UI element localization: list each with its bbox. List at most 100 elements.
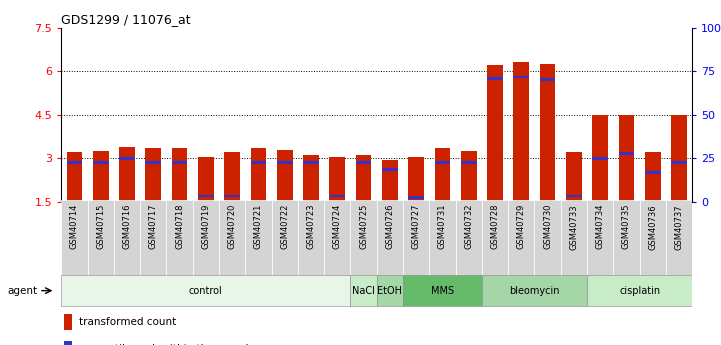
Text: MMS: MMS	[431, 286, 454, 296]
Bar	[540, 64, 555, 202]
Text: cisplatin: cisplatin	[619, 286, 660, 296]
Bar	[456, 200, 482, 276]
Bar	[324, 200, 350, 276]
Bar	[193, 200, 219, 276]
Text: GSM40722: GSM40722	[280, 204, 289, 249]
Bar	[350, 200, 376, 276]
Text: GSM40719: GSM40719	[201, 204, 211, 249]
Text: GSM40725: GSM40725	[359, 204, 368, 249]
Bar	[119, 147, 135, 202]
Bar	[251, 148, 266, 202]
Bar	[513, 62, 529, 202]
Text: bleomycin: bleomycin	[509, 286, 559, 296]
Text: GSM40735: GSM40735	[622, 204, 631, 249]
Bar	[461, 161, 477, 164]
Bar	[482, 275, 587, 306]
Text: GSM40721: GSM40721	[254, 204, 263, 249]
Bar	[355, 155, 371, 202]
Bar	[487, 77, 503, 80]
Text: GSM40714: GSM40714	[70, 204, 79, 249]
Bar	[429, 200, 456, 276]
Bar	[382, 160, 398, 202]
Text: GSM40734: GSM40734	[596, 204, 605, 249]
Bar	[619, 152, 634, 155]
Bar	[666, 200, 692, 276]
Bar	[487, 65, 503, 202]
Bar	[219, 200, 245, 276]
Bar	[119, 157, 135, 160]
Bar	[87, 200, 114, 276]
Text: GSM40737: GSM40737	[675, 204, 684, 249]
Bar	[64, 314, 72, 330]
Text: GSM40718: GSM40718	[175, 204, 184, 249]
Bar	[61, 200, 87, 276]
Bar	[277, 150, 293, 202]
Bar	[587, 275, 692, 306]
Bar	[224, 152, 240, 202]
Text: GSM40716: GSM40716	[123, 204, 131, 249]
Bar	[277, 161, 293, 164]
Bar	[146, 161, 162, 164]
Bar	[592, 157, 608, 160]
Bar	[245, 200, 272, 276]
Bar	[376, 275, 403, 306]
Text: GSM40730: GSM40730	[543, 204, 552, 249]
Text: GSM40731: GSM40731	[438, 204, 447, 249]
Bar	[198, 157, 213, 202]
Bar	[566, 152, 582, 202]
Bar	[66, 152, 82, 202]
Bar	[461, 151, 477, 202]
Bar	[93, 151, 109, 202]
Bar	[64, 341, 72, 345]
Bar	[508, 200, 534, 276]
Bar	[329, 195, 345, 197]
Text: control: control	[189, 286, 223, 296]
Bar	[619, 115, 634, 202]
Text: agent: agent	[7, 286, 37, 296]
Bar	[435, 161, 451, 164]
Bar	[167, 200, 193, 276]
Bar	[403, 200, 429, 276]
Text: transformed count: transformed count	[79, 317, 176, 327]
Bar	[408, 157, 424, 202]
Bar	[146, 148, 162, 202]
Bar	[534, 200, 561, 276]
Text: percentile rank within the sample: percentile rank within the sample	[79, 344, 255, 345]
Bar	[172, 148, 187, 202]
Bar	[482, 200, 508, 276]
Bar	[93, 161, 109, 164]
Text: GSM40726: GSM40726	[385, 204, 394, 249]
Bar	[614, 200, 640, 276]
Text: GSM40723: GSM40723	[306, 204, 316, 249]
Bar	[561, 200, 587, 276]
Bar	[114, 200, 140, 276]
Bar	[303, 161, 319, 164]
Bar	[140, 200, 167, 276]
Bar	[172, 161, 187, 164]
Bar	[540, 78, 555, 81]
Text: NaCl: NaCl	[352, 286, 375, 296]
Bar	[671, 115, 687, 202]
Bar	[198, 195, 213, 197]
Bar	[355, 161, 371, 164]
Text: GSM40720: GSM40720	[228, 204, 236, 249]
Text: GSM40724: GSM40724	[333, 204, 342, 249]
Bar	[671, 161, 687, 164]
Bar	[251, 161, 266, 164]
Bar	[272, 200, 298, 276]
Bar	[435, 148, 451, 202]
Text: EtOH: EtOH	[377, 286, 402, 296]
Text: GDS1299 / 11076_at: GDS1299 / 11076_at	[61, 13, 191, 27]
Bar	[376, 200, 403, 276]
Bar	[224, 195, 240, 197]
Bar	[329, 157, 345, 202]
Bar	[645, 152, 660, 202]
Bar	[66, 161, 82, 164]
Text: GSM40715: GSM40715	[96, 204, 105, 249]
Bar	[640, 200, 666, 276]
Bar	[592, 115, 608, 202]
Bar	[513, 76, 529, 78]
Text: GSM40736: GSM40736	[648, 204, 658, 249]
Bar	[303, 155, 319, 202]
Bar	[408, 196, 424, 199]
